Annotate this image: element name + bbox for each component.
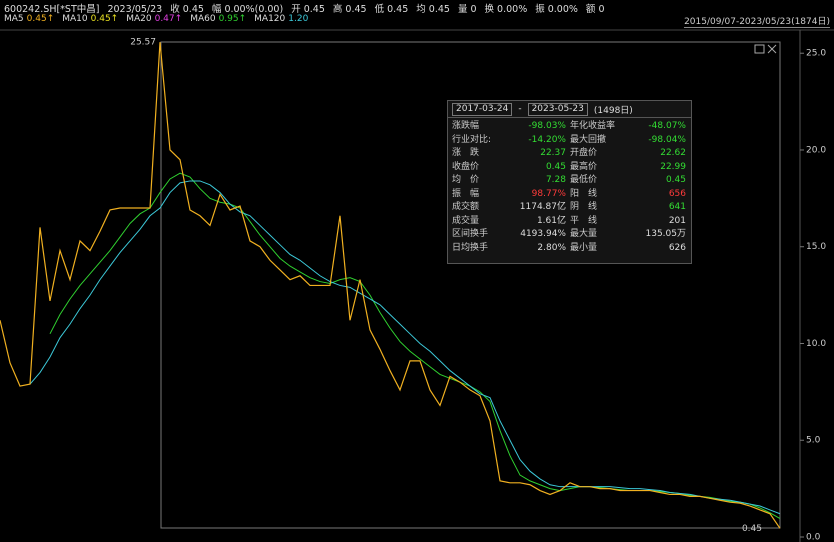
legend-name: MA60 [190,14,216,24]
separator: - [518,104,522,114]
date-range[interactable]: 2015/09/07-2023/05/23(1874日) [684,14,830,28]
ma-legend: MA5 0.45↑ MA10 0.45↑ MA20 0.47↑ MA60 0.95↑ MA120… [4,14,316,24]
legend-value: 0.95↑ [218,14,247,24]
stat-value: 2.80% [537,242,566,253]
stat-value: -14.20% [528,134,566,145]
start-date[interactable]: 2017-03-24 [452,102,513,116]
stat-label: 开盘价 [570,148,598,158]
quote-item: 额 0 [585,4,605,15]
stat-value: 201 [668,215,686,226]
quote-item: 600242.SH[*ST中昌] [4,4,100,15]
stat-value: 656 [668,188,686,199]
panel-header: 2017-03-24 - 2023-05-23 (1498日) [448,101,691,118]
low-label: 0.45 [742,524,762,534]
y-tick-label: 10.0 [806,339,826,349]
stat-label: 最低价 [570,175,598,185]
stat-value: 0.45 [545,161,566,172]
maximize-icon[interactable] [754,44,765,54]
y-tick-label: 15.0 [806,242,826,252]
y-tick-label: 0.0 [806,533,821,542]
quote-item: 低 0.45 [374,4,409,15]
stat-label: 年化收益率 [570,121,616,131]
stat-value: 98.77% [531,188,566,199]
y-tick-label: 20.0 [806,145,826,155]
legend-name: MA5 [4,14,24,24]
quote-item: 均 0.45 [416,4,450,15]
legend-value: 0.45↑ [26,14,55,24]
y-tick-label: 5.0 [806,436,821,446]
stat-value: 135.05万 [645,229,687,239]
legend-value: 0.47↑ [154,14,183,24]
quote-item: 换 0.00% [484,4,528,15]
legend-value: 0.45↑ [90,14,119,24]
stat-label: 区间换手 [452,229,489,239]
stat-value: 22.99 [660,161,686,172]
stat-value: -98.03% [528,121,566,131]
quote-item: 2023/05/23 [107,4,163,15]
stat-label: 涨跌幅 [452,121,480,131]
legend-name: MA10 [62,14,88,24]
quote-item: 收 0.45 [170,4,204,15]
stat-label: 平 线 [570,215,598,226]
quote-bar: 600242.SH[*ST中昌] 2023/05/23 收 0.45 幅 0.00%(… [4,1,613,15]
quote-item: 开 0.45 [291,4,325,15]
stat-label: 最大量 [570,229,598,239]
stat-label: 阳 线 [570,188,598,199]
stat-label: 振 幅 [452,188,480,199]
stat-label: 均 价 [452,175,480,185]
stat-label: 最高价 [570,161,598,172]
stat-value: 626 [668,242,686,253]
legend-value: 1.20 [288,14,309,24]
stats-grid: 涨跌幅 -98.03% 年化收益率 -48.07% 行业对比: -14.20% 最大回撤 -9… [448,118,691,256]
stat-label: 成交额 [452,202,480,212]
end-date[interactable]: 2023-05-23 [527,102,588,116]
stat-label: 最大回撤 [570,134,607,145]
stat-value: 4193.94% [520,229,566,239]
stat-value: 1174.87亿 [519,202,566,212]
stat-value: -98.04% [648,134,686,145]
line [29,180,781,515]
line [49,172,781,520]
stat-label: 最小量 [570,242,598,253]
stat-value: 7.28 [545,175,566,185]
days: (1498日) [593,105,633,116]
stat-value: 0.45 [665,175,686,185]
legend-name: MA120 [254,14,286,24]
close-icon[interactable] [767,44,777,54]
selection-box [160,41,781,529]
stat-value: 641 [668,202,686,212]
stat-label: 行业对比: [452,134,492,145]
quote-item: 高 0.45 [332,4,367,15]
stat-label: 日均换手 [452,242,489,253]
quote-item: 量 0 [457,4,477,15]
line [0,42,781,529]
stat-value: -48.07% [648,121,686,131]
y-tick-label: 25.0 [806,49,826,59]
stat-label: 涨 跌 [452,148,480,158]
quote-item: 幅 0.00%(0.00) [211,4,284,15]
stat-label: 阴 线 [570,202,598,212]
stat-value: 22.37 [540,148,566,158]
stat-value: 1.61亿 [536,215,566,226]
high-label: 25.57 [130,38,156,48]
stat-value: 22.62 [660,148,686,158]
legend-name: MA20 [126,14,152,24]
stat-label: 成交量 [452,215,480,226]
quote-item: 振 0.00% [535,4,578,15]
stats-panel: 2017-03-24 - 2023-05-23 (1498日) 涨跌幅 -98.0… [447,100,692,264]
stat-label: 收盘价 [452,161,480,172]
